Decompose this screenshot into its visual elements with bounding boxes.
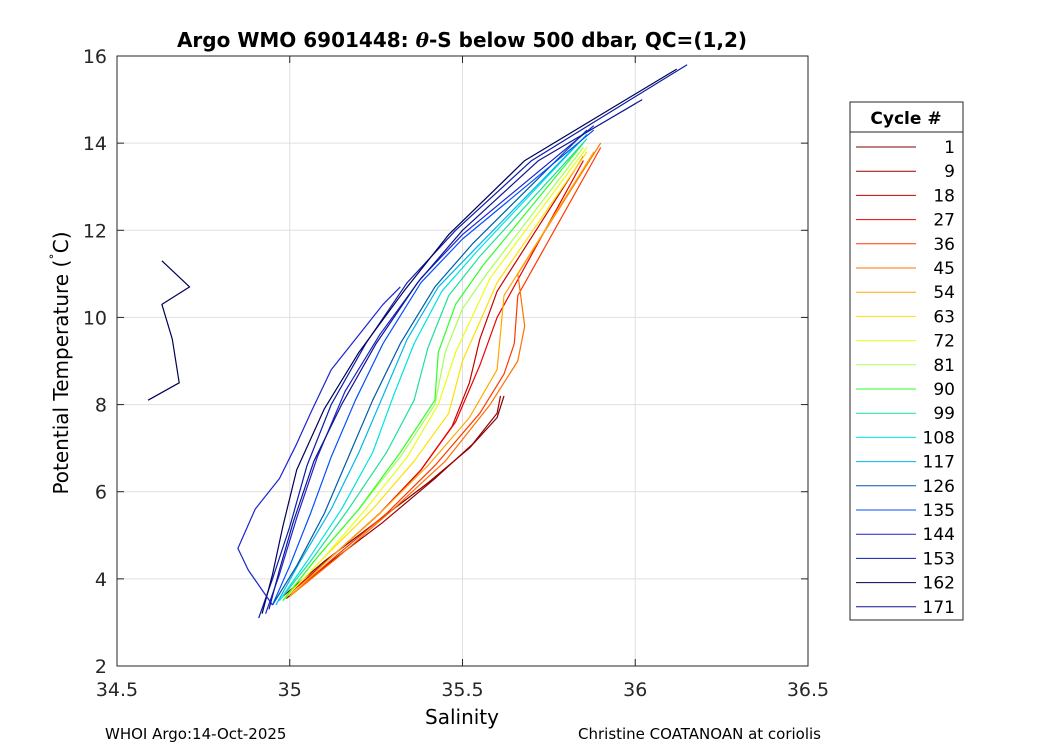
- x-axis-label: Salinity: [425, 705, 499, 729]
- y-tick-label: 14: [83, 133, 107, 155]
- legend-label: 144: [923, 525, 955, 545]
- legend-items: 1 9 18 27 36 45 54 63 72 81 90 99 108 117 126 135 144 153…: [856, 138, 955, 618]
- legend-title: Cycle #: [870, 109, 941, 129]
- series-line-cycle-36: [289, 147, 602, 597]
- legend-label: 54: [933, 283, 955, 303]
- legend-label: 63: [933, 307, 955, 327]
- series-line-cycle-63: [282, 151, 588, 602]
- y-tick-label: 16: [83, 46, 107, 68]
- series-line-cycle-171: [268, 99, 643, 610]
- legend-label: 99: [933, 404, 955, 424]
- series-line-cycle-90: [282, 142, 584, 601]
- legend-box: [849, 101, 964, 621]
- series-line-cycle-72: [282, 147, 588, 602]
- y-tick-label: 4: [95, 569, 107, 591]
- x-tick-label: 36.5: [787, 679, 829, 701]
- y-tick-label: 12: [83, 220, 107, 242]
- series-line-cycle-54: [289, 151, 595, 597]
- y-tick-label: 10: [83, 307, 107, 329]
- series-line-cycle-108: [278, 133, 588, 601]
- legend-label: 126: [923, 477, 955, 497]
- legend-label: 1: [944, 138, 955, 158]
- legend-label: 36: [933, 235, 955, 255]
- series-line-cycle-117: [275, 133, 588, 606]
- legend-label: 27: [933, 211, 955, 231]
- legend-label: 153: [923, 549, 955, 569]
- series-line-cycle-135: [271, 129, 595, 606]
- series-line-cycle-126: [271, 129, 588, 606]
- legend-label: 117: [923, 453, 955, 473]
- footer-source-date: WHOI Argo:14-Oct-2025: [105, 725, 287, 743]
- legend-label: 162: [923, 574, 955, 594]
- y-tick-label: 6: [95, 482, 107, 504]
- legend-label: 72: [933, 332, 955, 352]
- series-line-cycle-144: [265, 125, 595, 614]
- x-tick-label: 36: [623, 679, 647, 701]
- axis-ticks: 34.5 35 35.5 36 36.5 2 4 6 8 10 12 14 16: [83, 46, 829, 701]
- legend-label: 171: [923, 598, 955, 618]
- x-tick-label: 35.5: [441, 679, 483, 701]
- footer-author: Christine COATANOAN at coriolis: [578, 725, 821, 743]
- legend-label: 9: [944, 162, 955, 182]
- series-line-cycle-45: [289, 142, 602, 597]
- series-line-cycle-99: [278, 138, 588, 601]
- legend-label: 81: [933, 356, 955, 376]
- series-line-cycle-1: [282, 395, 505, 597]
- legend-label: 18: [933, 186, 955, 206]
- y-axis-label: Potential Temperature (˚C): [49, 231, 73, 494]
- series-line-cycle-9: [285, 395, 502, 599]
- series-line-extra: [147, 260, 191, 401]
- series-line-extra: [237, 286, 401, 606]
- x-tick-label: 34.5: [96, 679, 138, 701]
- y-tick-label: 8: [95, 395, 107, 417]
- series-line-cycle-162: [261, 68, 678, 614]
- legend-label: 90: [933, 380, 955, 400]
- x-tick-label: 35: [278, 679, 302, 701]
- legend: Cycle # 19182736455463728190991081171261…: [849, 101, 964, 621]
- legend-label: 45: [933, 259, 955, 279]
- y-tick-label: 2: [95, 656, 107, 678]
- legend-label: 108: [923, 428, 955, 448]
- chart-title: Argo WMO 6901448: θ-S below 500 dbar, QC…: [177, 28, 747, 52]
- data-lines: [147, 64, 688, 619]
- legend-label: 135: [923, 501, 955, 521]
- series-line-cycle-153: [258, 64, 688, 619]
